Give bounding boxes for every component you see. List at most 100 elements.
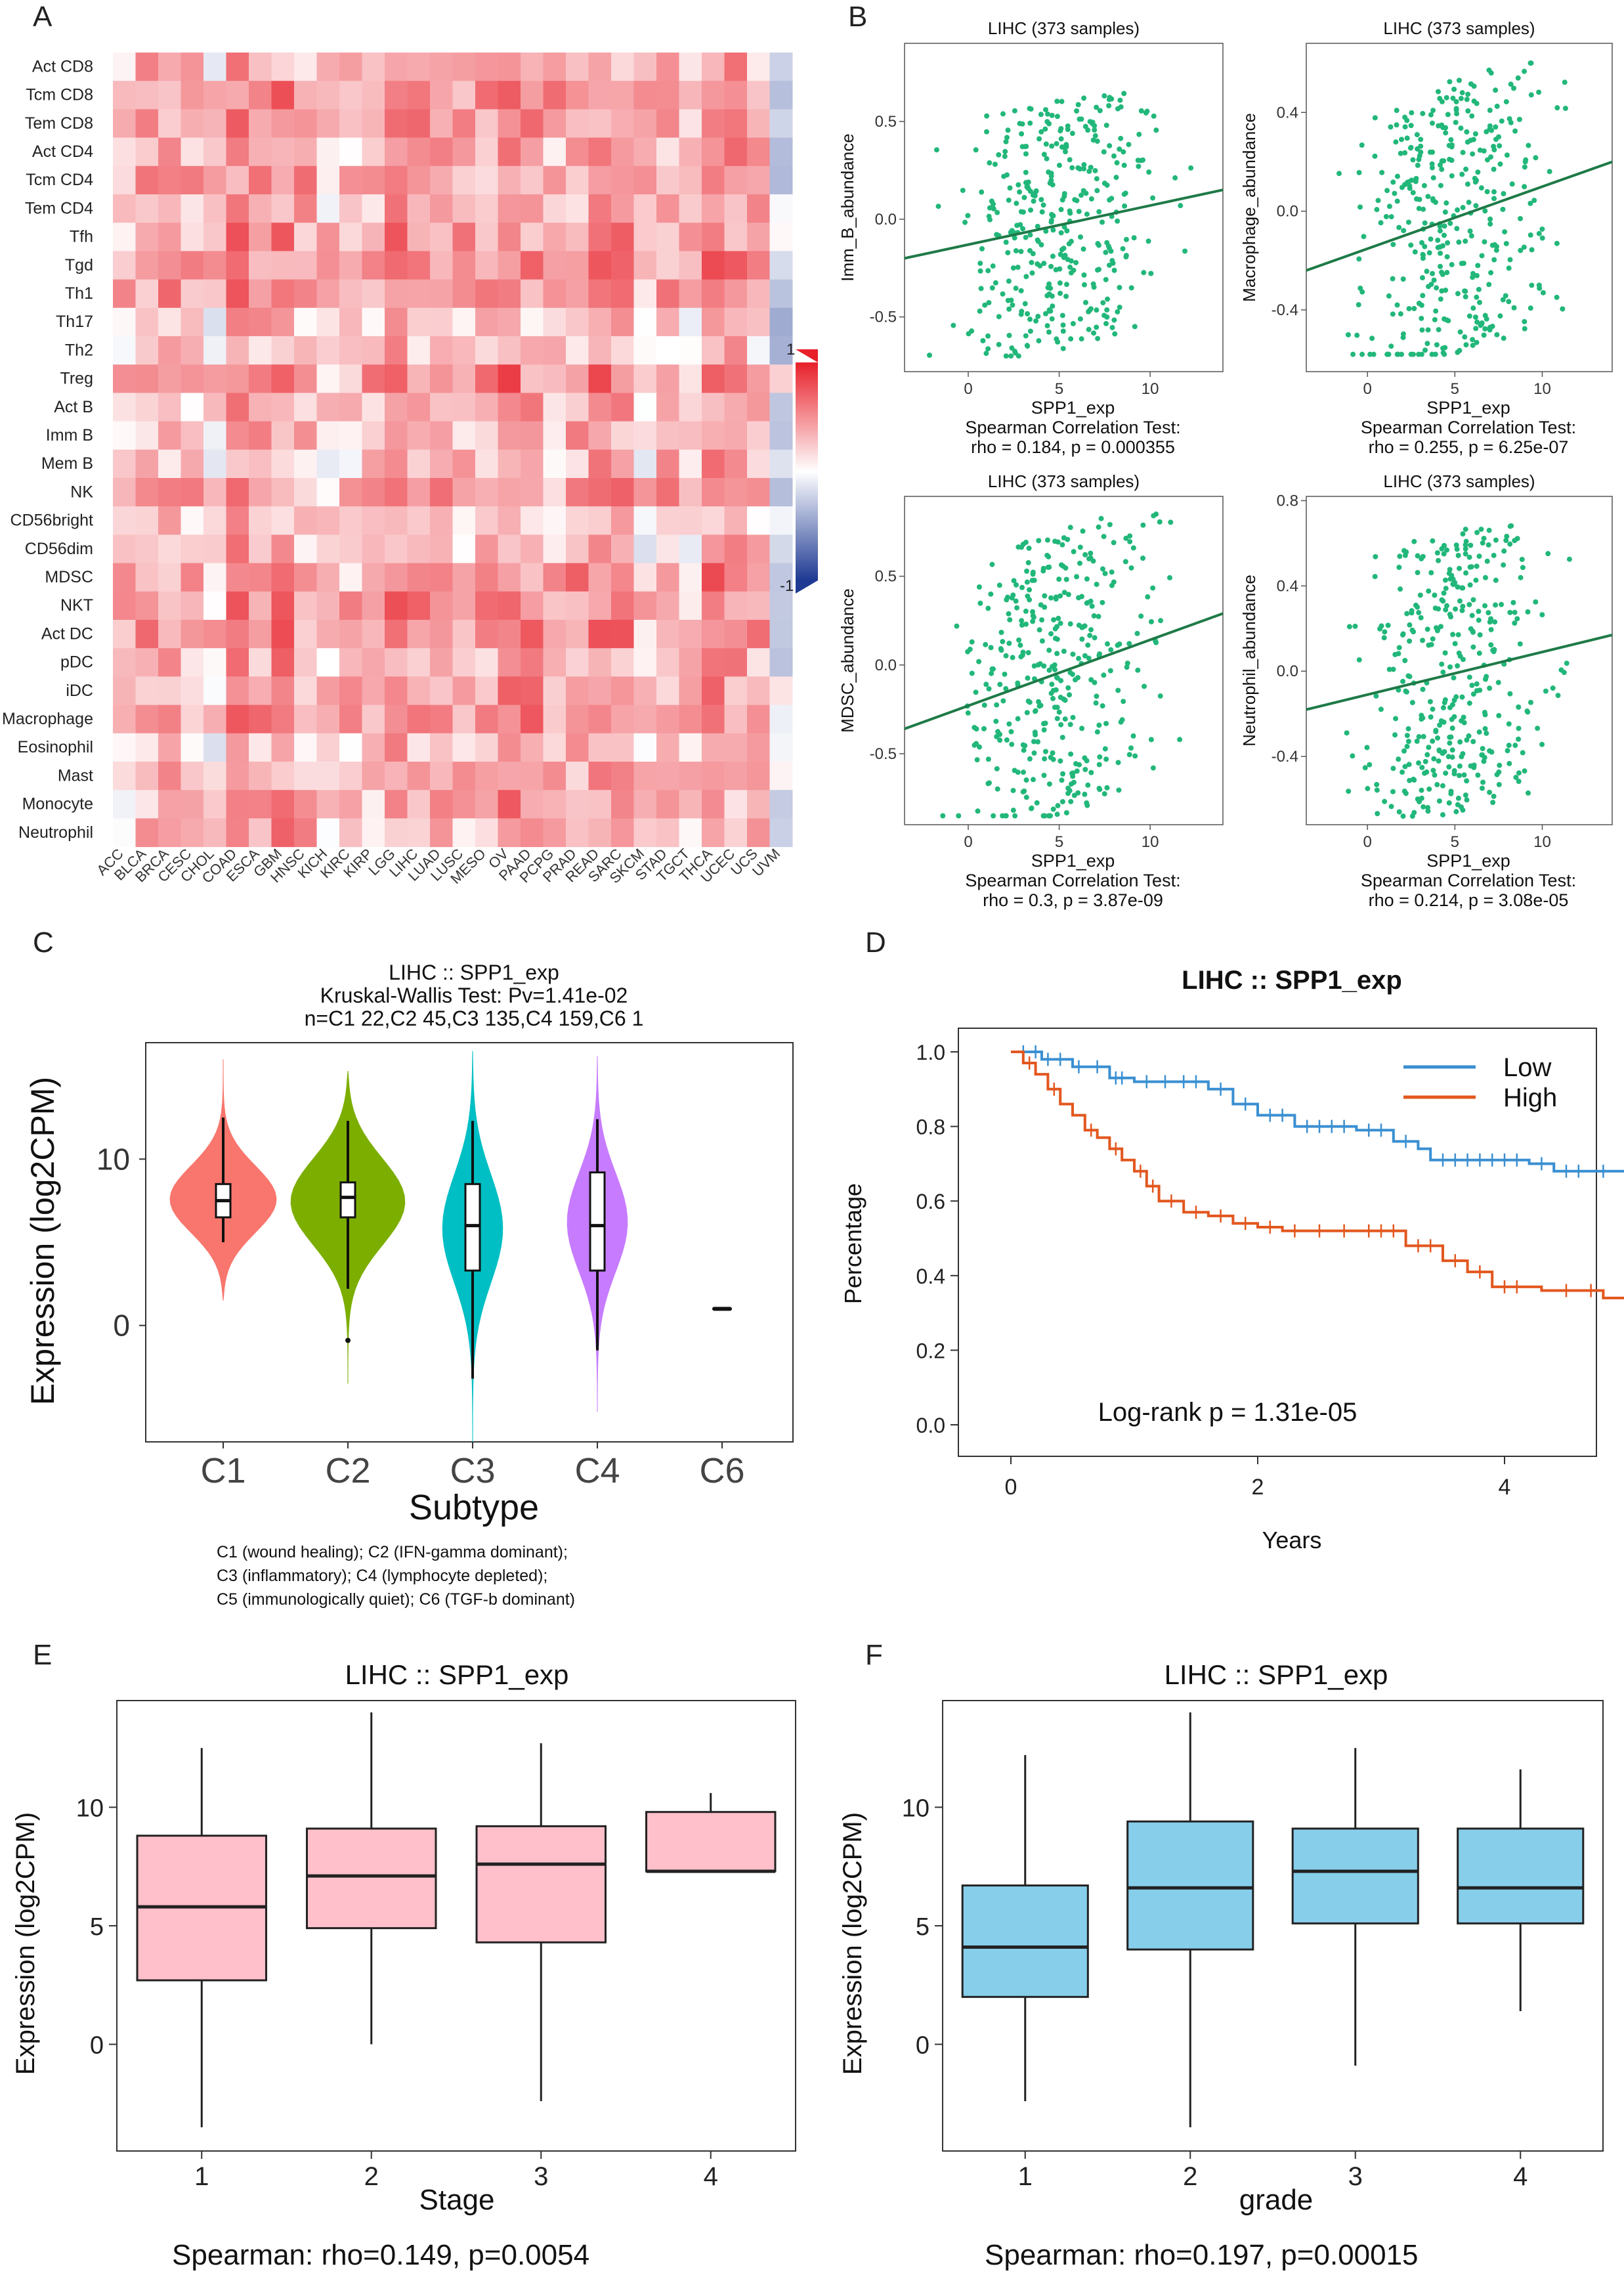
heatmap-cell	[316, 364, 340, 393]
heatmap-cell	[656, 534, 679, 564]
scatter-point	[1041, 663, 1047, 669]
scatter-point	[993, 718, 999, 724]
scatter-point	[1493, 87, 1499, 93]
heatmap-cell	[339, 534, 362, 564]
heatmap-cell	[135, 591, 159, 620]
scatter-point	[1453, 119, 1459, 125]
heatmap-cell	[339, 506, 362, 535]
scatter-point	[1529, 282, 1535, 288]
heatmap-cell	[566, 194, 589, 223]
scatter-point	[1117, 305, 1122, 311]
scatter-point	[1044, 323, 1050, 329]
heatmap-cell	[475, 165, 498, 195]
heatmap-cell	[135, 506, 159, 535]
heatmap-cell	[407, 53, 431, 81]
scatter-point	[1046, 329, 1052, 335]
scatter-y-label: MDSC_abundance	[838, 588, 857, 733]
heatmap-row-label: Monocyte	[22, 795, 93, 814]
scatter-point	[1482, 326, 1488, 332]
scatter-point	[1109, 569, 1115, 575]
heatmap-cell	[521, 506, 544, 535]
scatter-point	[1431, 756, 1437, 762]
scatter-point	[1396, 565, 1402, 571]
y-tick-label: 10	[96, 1142, 130, 1176]
heatmap-cell	[543, 648, 566, 677]
heatmap-row-label: Act CD8	[32, 57, 93, 76]
scatter-point	[1088, 550, 1094, 556]
scatter-point	[1457, 773, 1463, 779]
scatter-point	[1006, 197, 1012, 203]
scatter-point	[1067, 692, 1073, 698]
heatmap-cell	[135, 279, 159, 309]
scatter-point	[1444, 603, 1450, 609]
scatter-point	[1515, 75, 1521, 81]
scatter-point	[1074, 768, 1080, 774]
x-tick-label: 2	[1252, 1475, 1264, 1500]
scatter-point	[1031, 198, 1036, 204]
heatmap-cell	[521, 790, 544, 819]
scatter-point	[1448, 137, 1454, 142]
heatmap-cell	[249, 165, 272, 195]
scatter-point	[1096, 722, 1102, 728]
heatmap-cell	[724, 733, 748, 762]
scatter-point	[1486, 527, 1492, 533]
scatter-point	[1449, 754, 1455, 760]
heatmap-cell	[521, 279, 544, 309]
scatter-point	[993, 280, 998, 286]
heatmap-cell	[271, 705, 295, 734]
heatmap-cell	[521, 336, 544, 365]
scatter-point	[1060, 771, 1066, 777]
scatter-point	[1046, 554, 1052, 559]
heatmap-cell	[271, 194, 295, 223]
scatter-point	[1457, 347, 1463, 353]
scatter-point	[1522, 326, 1528, 332]
scatter-point	[1138, 613, 1144, 619]
heatmap-cell	[679, 648, 702, 677]
scatter-point	[1346, 624, 1352, 630]
heatmap-cell	[521, 307, 544, 337]
scatter-point	[1516, 116, 1522, 122]
heatmap-row-label: Neutrophil	[18, 823, 93, 842]
heatmap-cell	[702, 648, 725, 677]
scatter-point	[1442, 223, 1447, 229]
scatter-point	[1501, 191, 1506, 197]
scatter-point	[1050, 750, 1056, 756]
heatmap-cell	[362, 393, 385, 422]
scatter-point	[1091, 613, 1097, 619]
scatter-point	[1499, 118, 1505, 124]
heatmap-cell	[339, 81, 362, 110]
heatmap-cell	[679, 165, 702, 195]
scatter-point	[1439, 166, 1445, 172]
heatmap-cell	[113, 307, 136, 337]
scatter-point	[1488, 70, 1494, 76]
heatmap-cell	[385, 165, 408, 195]
heatmap-cell	[135, 620, 159, 649]
heatmap-cell	[294, 53, 317, 81]
scatter-point	[1081, 282, 1087, 288]
scatter-point	[1421, 733, 1426, 739]
heatmap-cell	[633, 109, 657, 139]
scatter-point	[1060, 328, 1066, 334]
heatmap-cell	[430, 762, 453, 791]
heatmap-cell	[158, 534, 181, 564]
scatter-point	[1117, 146, 1122, 152]
heatmap-cell	[656, 251, 679, 280]
scatter-point	[1080, 528, 1086, 534]
heatmap-cell	[339, 165, 362, 195]
heatmap-cell	[521, 364, 544, 393]
heatmap-cell	[339, 307, 362, 337]
scatter-frame	[1306, 43, 1613, 372]
scatter-point	[1419, 555, 1424, 561]
scatter-point	[1443, 586, 1449, 592]
heatmap-cell	[679, 307, 702, 337]
scatter-point	[1042, 604, 1048, 610]
heatmap-cell	[226, 393, 249, 422]
heatmap-cell	[362, 790, 385, 819]
scatter-point	[1079, 726, 1085, 731]
scatter-point	[1441, 590, 1447, 596]
heatmap-cell	[249, 563, 272, 592]
scatter-point	[981, 702, 987, 708]
scatter-point	[1441, 551, 1447, 557]
scatter-point	[1009, 741, 1015, 747]
scatter-point	[1459, 694, 1465, 700]
